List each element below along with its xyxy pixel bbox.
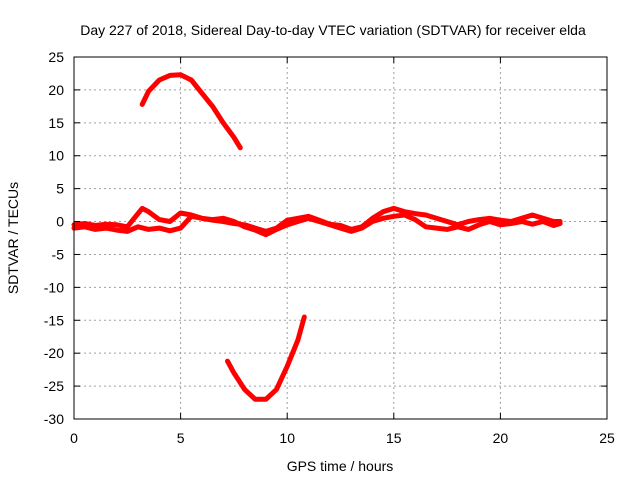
y-tick-label: 10	[48, 148, 64, 164]
y-axis-label: SDTVAR / TECUs	[5, 182, 21, 294]
series-lower-arc	[225, 314, 307, 402]
series-upper-arc	[139, 72, 243, 151]
y-tick-label: 20	[48, 82, 64, 98]
y-tick-label: -25	[44, 378, 64, 394]
series-layer	[71, 72, 563, 402]
y-tick-label: -20	[44, 345, 64, 361]
y-tick-label: -10	[44, 279, 64, 295]
x-tick-label: 5	[177, 430, 185, 446]
y-tick-label: -5	[52, 246, 65, 262]
chart-title: Day 227 of 2018, Sidereal Day-to-day VTE…	[80, 22, 586, 38]
y-tick-label: 25	[48, 49, 64, 65]
y-tick-label: -30	[44, 411, 64, 427]
y-tick-label: -15	[44, 312, 64, 328]
y-tick-label: 15	[48, 115, 64, 131]
x-tick-label: 25	[599, 430, 615, 446]
y-tick-label: 5	[56, 181, 64, 197]
series-secondary-band	[71, 212, 563, 238]
grid	[74, 57, 607, 419]
x-tick-label: 0	[70, 430, 78, 446]
x-axis-label: GPS time / hours	[287, 458, 394, 474]
x-tick-label: 10	[279, 430, 295, 446]
y-tick-label: 0	[56, 214, 64, 230]
x-tick-label: 15	[386, 430, 402, 446]
axis-ticks: 0 5 10 15 20 25 -30 -25 -20 -15 -10 -5 0 5 10 15 20 25	[44, 49, 615, 446]
plot-frame	[73, 56, 608, 420]
x-tick-label: 20	[493, 430, 509, 446]
